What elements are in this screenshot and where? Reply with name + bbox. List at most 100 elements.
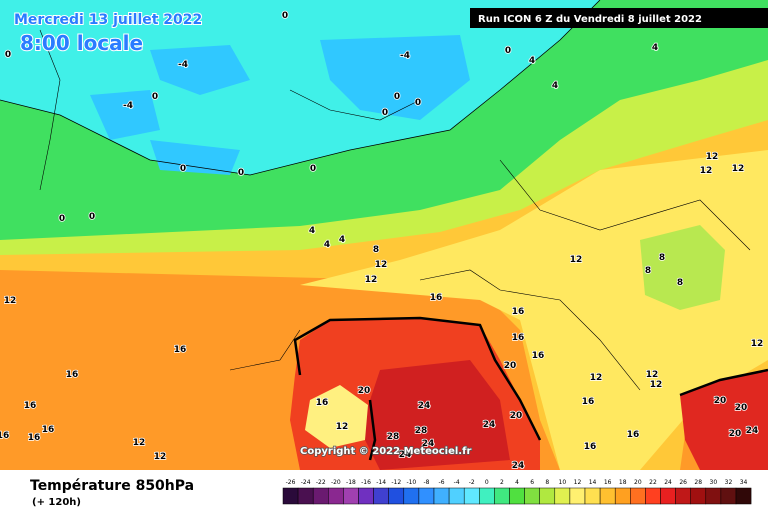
contour-label: 4: [652, 43, 658, 53]
scale-tick-label: 16: [604, 479, 612, 486]
contour-label: 4: [339, 235, 345, 245]
scale-swatch: [448, 487, 465, 505]
scale-tick-label: -12: [391, 479, 401, 486]
scale-swatch: [584, 487, 601, 505]
contour-label: 28: [415, 426, 428, 436]
scale-tick-label: -4: [454, 479, 460, 486]
footer-lead: (+ 120h): [32, 497, 81, 508]
scale-swatch: [494, 487, 510, 505]
contour-label: 12: [590, 373, 603, 383]
contour-label: 12: [732, 164, 745, 174]
contour-label: 0: [282, 11, 288, 21]
scale-swatch: [373, 487, 389, 505]
scale-swatch: [282, 487, 299, 505]
scale-tick-label: -10: [406, 479, 416, 486]
contour-label: -4: [400, 51, 410, 61]
contour-label: 16: [28, 433, 41, 443]
contour-label: 20: [714, 396, 727, 406]
contour-label: 16: [532, 351, 545, 361]
contour-label: 16: [316, 398, 329, 408]
scale-tick-label: 32: [725, 479, 733, 486]
contour-label: 12: [336, 422, 349, 432]
contour-label: 0: [59, 214, 65, 224]
contour-label: 16: [0, 431, 9, 441]
contour-label: 20: [510, 411, 523, 421]
scale-swatch: [630, 487, 646, 505]
scale-tick-label: 20: [634, 479, 642, 486]
scale-swatch: [479, 487, 495, 505]
scale-tick-label: -22: [316, 479, 326, 486]
contour-label: 16: [42, 425, 55, 435]
contour-label: 24: [512, 461, 525, 471]
contour-label: 12: [650, 380, 663, 390]
scale-swatch: [569, 487, 586, 505]
run-info: Run ICON 6 Z du Vendredi 8 juillet 2022: [478, 14, 702, 25]
scale-tick-label: 24: [664, 479, 672, 486]
scale-swatch: [418, 487, 435, 505]
scale-swatch: [403, 487, 420, 505]
scale-swatch: [614, 487, 631, 505]
scale-swatch: [554, 487, 571, 505]
contour-label: 4: [324, 240, 330, 250]
scale-swatch: [539, 487, 556, 505]
contour-label: 16: [512, 333, 525, 343]
contour-label: 16: [512, 307, 525, 317]
contour-label: 12: [4, 296, 17, 306]
scale-tick-label: 28: [694, 479, 702, 486]
contour-label: 0: [394, 92, 400, 102]
contour-label: 0: [238, 168, 244, 178]
contour-label: 24: [399, 450, 412, 460]
scale-swatch: [388, 487, 405, 505]
scale-tick-label: -16: [361, 479, 371, 486]
scale-swatch: [328, 487, 344, 505]
scale-tick-label: 30: [710, 479, 718, 486]
contour-label: 12: [375, 260, 388, 270]
scale-swatch: [705, 487, 722, 505]
contour-label: 0: [310, 164, 316, 174]
scale-tick-label: 14: [589, 479, 597, 486]
contour-label: 12: [646, 370, 659, 380]
contour-label: 24: [483, 420, 496, 430]
contour-label: 16: [430, 293, 443, 303]
scale-swatch: [297, 487, 314, 505]
scale-tick-label: -26: [286, 479, 296, 486]
contour-label: 0: [505, 46, 511, 56]
scale-tick-label: 0: [485, 479, 489, 486]
contour-label: 16: [627, 430, 640, 440]
contour-label: 24: [418, 401, 431, 411]
contour-label: 20: [729, 429, 742, 439]
contour-label: 8: [373, 245, 379, 255]
contour-label: 0: [382, 108, 388, 118]
contour-label: 24: [746, 426, 759, 436]
forecast-date: Mercredi 13 juillet 2022: [14, 12, 202, 28]
scale-swatch: [463, 487, 480, 505]
contour-label: 16: [24, 401, 37, 411]
scale-swatch: [675, 487, 691, 505]
color-scale: -26 -24 -22 -20 -18 -16 -14 -12 -10 -8 -6 -4 -2 0 2 4 6 8…: [282, 479, 752, 505]
contour-label: 16: [66, 370, 79, 380]
contour-label: 4: [529, 56, 535, 66]
contour-label: 8: [659, 253, 665, 263]
scale-swatch: [358, 487, 374, 505]
scale-swatch: [312, 487, 329, 505]
contour-label: 16: [582, 397, 595, 407]
scale-tick-label: -8: [423, 479, 429, 486]
contour-label: 20: [358, 386, 371, 396]
scale-swatch: [735, 487, 752, 505]
scale-swatch: [690, 487, 707, 505]
scale-tick-label: 4: [515, 479, 519, 486]
contour-label: 0: [152, 92, 158, 102]
contour-label: 12: [706, 152, 719, 162]
contour-label: 16: [174, 345, 187, 355]
scale-tick-label: 26: [679, 479, 687, 486]
contour-label: 12: [570, 255, 583, 265]
contour-label: 8: [645, 266, 651, 276]
contour-label: -4: [178, 60, 188, 70]
contour-label: 20: [735, 403, 748, 413]
scale-swatch: [433, 487, 450, 505]
scale-tick-label: 34: [740, 479, 748, 486]
scale-swatch: [645, 487, 661, 505]
contour-label: 12: [154, 452, 167, 462]
